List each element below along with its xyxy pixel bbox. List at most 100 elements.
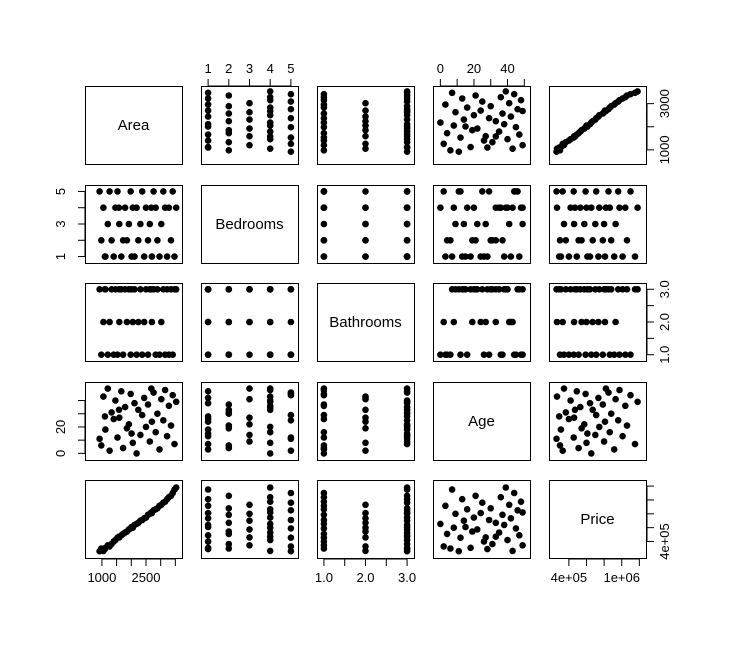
data-point [403, 430, 411, 437]
data-point [460, 220, 468, 228]
data-point [204, 502, 212, 510]
data-point [477, 318, 485, 326]
data-point [510, 351, 518, 359]
data-point [287, 534, 295, 541]
panel-frame [317, 283, 415, 362]
data-point [553, 188, 560, 195]
data-point [627, 351, 634, 359]
data-point [443, 530, 451, 538]
panel-age-vs-bathrooms [317, 382, 415, 461]
data-point [266, 133, 274, 140]
data-point [362, 113, 369, 120]
data-point [204, 495, 212, 503]
data-point [562, 237, 570, 244]
data-point [555, 144, 563, 151]
data-point [492, 533, 500, 540]
data-point [146, 220, 154, 228]
data-point [582, 351, 589, 359]
data-point [266, 385, 274, 392]
panel-area-vs-age [433, 86, 531, 165]
data-point [516, 253, 523, 260]
data-point [565, 253, 573, 260]
data-point [403, 533, 411, 540]
data-point [158, 395, 165, 403]
data-point [457, 188, 464, 195]
data-point [622, 402, 629, 410]
data-point [437, 119, 444, 126]
data-point [634, 204, 641, 211]
data-point [144, 401, 152, 408]
data-point [204, 515, 212, 522]
panel-frame [317, 382, 415, 461]
data-point [266, 88, 274, 95]
tick-label: 20 [467, 61, 481, 76]
data-point [570, 188, 577, 195]
data-point [463, 506, 471, 513]
panel-area-vs-area: Area [85, 86, 183, 165]
data-point [512, 525, 520, 532]
data-point [140, 394, 148, 402]
data-point [502, 88, 510, 95]
data-point [121, 403, 129, 411]
data-point [115, 286, 123, 293]
data-point [204, 89, 212, 97]
data-point [144, 237, 152, 244]
data-point [101, 413, 109, 420]
data-point [500, 521, 508, 529]
data-point [204, 418, 212, 426]
data-point [266, 128, 274, 135]
data-point [512, 123, 520, 131]
data-point [487, 102, 495, 110]
panel-age-vs-area [85, 382, 183, 461]
data-point [225, 505, 233, 512]
data-point [463, 351, 471, 359]
data-point [634, 398, 641, 406]
data-point [169, 351, 176, 359]
data-point [125, 421, 133, 428]
panel-bedrooms-vs-age [433, 185, 531, 264]
data-point [204, 532, 212, 539]
data-point [470, 111, 478, 119]
data-point [556, 442, 564, 449]
data-point [287, 411, 295, 419]
data-point [460, 517, 468, 524]
data-point [204, 446, 212, 453]
data-point [320, 391, 328, 399]
data-point [128, 430, 135, 437]
data-point [225, 126, 233, 134]
tick-label: 1000 [87, 570, 116, 585]
tick-label: 2.0 [657, 313, 672, 331]
data-point [204, 131, 212, 138]
data-point [246, 318, 253, 326]
data-point [127, 188, 134, 195]
data-point [158, 220, 165, 228]
tick-label: 5 [287, 61, 294, 76]
data-point [171, 253, 178, 260]
data-point [450, 204, 458, 211]
data-point [320, 446, 328, 453]
data-point [362, 395, 369, 403]
data-point [612, 220, 619, 228]
data-point [492, 117, 500, 125]
data-point [517, 96, 525, 104]
data-point [614, 188, 622, 195]
data-point [403, 102, 411, 110]
data-point [634, 88, 641, 95]
data-point [510, 90, 518, 98]
data-point [479, 286, 486, 293]
top-axis-age: 0 20 40 [437, 61, 525, 87]
tick-label: 4 [267, 61, 274, 76]
panel-age-vs-age: Age [433, 382, 531, 461]
data-point [470, 514, 478, 521]
data-point [204, 101, 212, 108]
data-point [472, 286, 479, 293]
data-point [135, 406, 142, 414]
data-point [505, 501, 513, 509]
panel-bathrooms-vs-area [85, 283, 183, 362]
data-point [163, 253, 171, 260]
panels-layer: Area Bedrooms Bathrooms Age Price [85, 86, 647, 559]
data-point [575, 351, 582, 359]
data-point [320, 428, 328, 436]
data-point [562, 286, 570, 293]
data-point [487, 505, 495, 512]
